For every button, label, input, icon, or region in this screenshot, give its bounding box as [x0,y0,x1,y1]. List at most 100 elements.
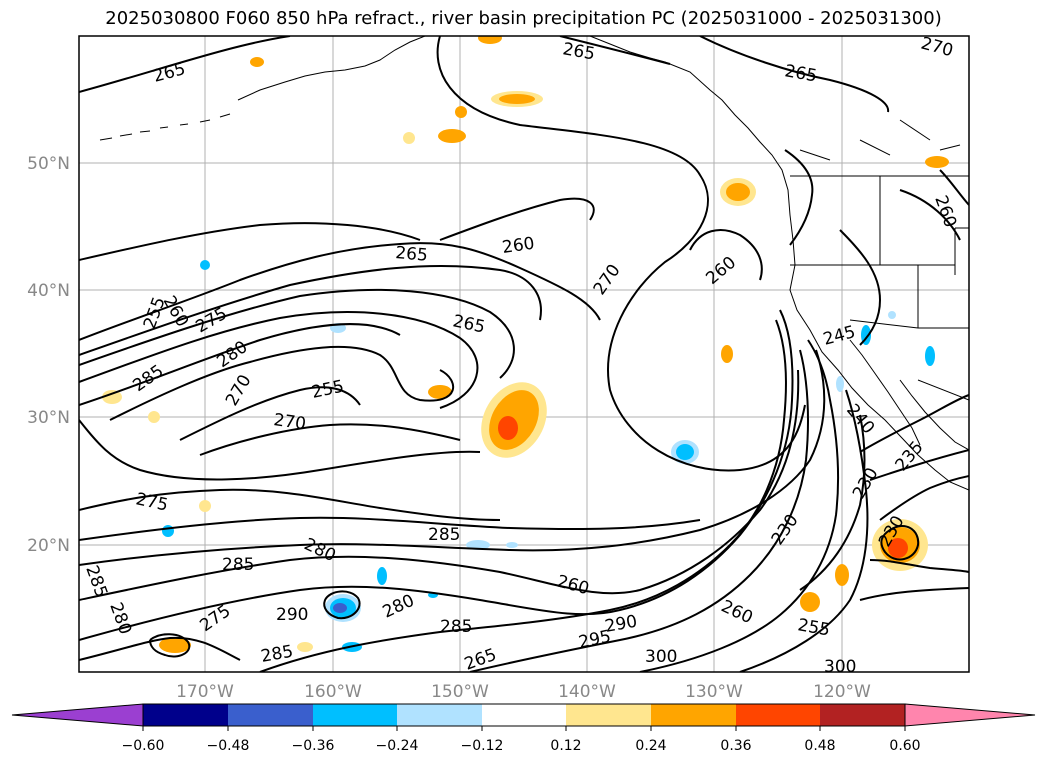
colorbar-swatch [397,704,482,726]
colorbar-arrow-low [11,703,144,727]
precip-patch [297,642,313,652]
gulf-of-california [899,379,969,451]
lon-label: 140°W [558,682,616,702]
contour-label: 285 [222,555,254,575]
colorbar-swatch [228,704,313,726]
contour-line [784,149,814,246]
colorbar-tick-label: −0.24 [376,738,419,754]
precip-patch [478,36,502,44]
contour-line [639,339,839,672]
precip-patch [455,106,467,118]
contour-line [799,414,866,591]
colorbar-swatch [313,704,397,726]
colorbar: −0.60 −0.48 −0.36 −0.24 −0.12 0.12 0.24 … [11,703,1036,754]
contour-line [109,345,455,421]
precip-patch [506,542,518,548]
contour-line [839,229,882,346]
contour-line [439,197,595,241]
colorbar-tick-label: 0.48 [804,738,835,754]
contour-line [739,389,869,672]
contour-label: 270 [272,410,307,434]
contour-line [79,488,501,521]
precip-patch [377,567,387,585]
colorbar-swatch [651,704,736,726]
contour-line [869,449,969,481]
colorbar-swatch [736,704,820,726]
refractivity-contours [79,36,969,672]
precip-patch [199,500,211,512]
na-coast [589,36,969,491]
precip-patch [676,444,694,460]
map-area [79,36,969,672]
contour-line [79,636,241,661]
colorbar-tick-label: −0.36 [292,738,335,754]
lon-label: 130°W [685,682,743,702]
precip-patch [148,411,160,423]
lat-label: 40°N [27,281,70,301]
map-frame [78,35,970,673]
precip-patch [250,57,264,67]
precip-patch [162,525,174,537]
colorbar-tick-label: 0.24 [635,738,666,754]
contour-line [323,590,361,620]
contour-line [79,419,481,481]
baja-coast [849,339,921,446]
contour-line [79,349,826,566]
contour-line [79,264,542,356]
precip-patch [498,416,518,440]
contour-label: 300 [824,657,856,677]
colorbar-swatch [482,704,566,726]
precip-patch [836,376,844,392]
contour-label: 285 [428,525,460,545]
contour-line [79,369,800,601]
contour-line [79,323,401,406]
precip-patch [102,390,122,404]
precip-patch [333,603,347,613]
lon-label: 160°W [304,682,362,702]
lon-label: 120°W [813,682,871,702]
colorbar-tick-label: 0.60 [889,738,920,754]
contour-label: 265 [395,243,429,266]
contour-line [79,242,601,341]
colorbar-swatch [143,704,228,726]
colorbar-frame [142,703,906,727]
contour-line [689,229,763,281]
contour-label: 260 [501,234,536,258]
contour-line [559,36,671,65]
contour-line [179,386,361,441]
precip-patch [466,540,490,550]
contour-line [436,36,806,472]
contour-line [79,311,479,409]
canada-interior [799,119,961,161]
colorbar-swatch [820,704,905,726]
precip-patch [835,564,849,586]
colorbar-swatch [566,704,651,726]
contour-label: 290 [276,605,308,625]
state-borders [790,176,969,401]
precip-patch [800,592,820,612]
contour-label: 285 [440,617,472,637]
precip-patch [438,129,466,143]
contour-line [899,189,961,241]
lat-label: 50°N [27,154,70,174]
colorbar-tick-label: 0.12 [550,738,581,754]
contour-line [79,309,794,641]
colorbar-tick-label: −0.12 [461,738,504,754]
contour-line [79,36,291,93]
contour-line [79,288,515,379]
aleutian-islands [99,113,231,141]
contour-line [259,319,787,672]
precip-patch [403,132,415,144]
contour-line [869,559,969,573]
precip-patch [159,637,191,653]
precip-patch [200,260,210,270]
contour-line [880,525,920,561]
contour-line [79,222,421,261]
precip-patch [888,538,908,558]
precip-patch [925,156,949,168]
colorbar-tick-label: −0.48 [207,738,250,754]
precip-patch [726,183,750,201]
contour-label: 300 [645,647,677,667]
contour-line [939,169,969,206]
contour-line [79,516,701,541]
